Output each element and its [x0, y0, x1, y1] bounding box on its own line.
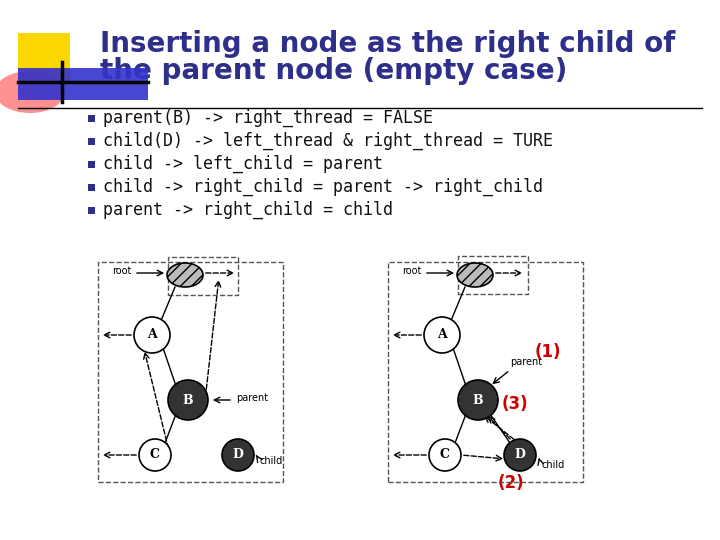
Text: child: child [260, 456, 283, 466]
Text: B: B [473, 394, 483, 407]
Text: A: A [147, 328, 157, 341]
Bar [88, 184, 95, 191]
Text: child(D) -> left_thread & right_thread = TURE: child(D) -> left_thread & right_thread =… [103, 132, 553, 150]
Text: C: C [150, 449, 160, 462]
Text: child -> right_child = parent -> right_child: child -> right_child = parent -> right_c… [103, 178, 543, 196]
Text: C: C [440, 449, 450, 462]
Bar [88, 115, 95, 122]
Ellipse shape [457, 263, 493, 287]
Circle shape [424, 317, 460, 353]
Circle shape [168, 380, 208, 420]
Text: parent -> right_child = child: parent -> right_child = child [103, 201, 393, 219]
Circle shape [222, 439, 254, 471]
Circle shape [139, 439, 171, 471]
Ellipse shape [167, 263, 203, 287]
Text: (2): (2) [498, 474, 525, 492]
Text: parent: parent [236, 393, 268, 403]
Text: the parent node (empty case): the parent node (empty case) [100, 57, 567, 85]
Circle shape [458, 380, 498, 420]
Text: (3): (3) [502, 395, 528, 413]
Bar [18, 68, 148, 100]
Text: B: B [183, 394, 193, 407]
Text: parent(B) -> right_thread = FALSE: parent(B) -> right_thread = FALSE [103, 109, 433, 127]
Text: A: A [437, 328, 447, 341]
Text: D: D [233, 449, 243, 462]
Text: root: root [112, 266, 131, 276]
Text: root: root [402, 266, 421, 276]
Bar [88, 207, 95, 214]
Text: parent: parent [510, 357, 542, 367]
Text: child -> left_child = parent: child -> left_child = parent [103, 155, 383, 173]
Text: Inserting a node as the right child of: Inserting a node as the right child of [100, 30, 675, 58]
Ellipse shape [0, 71, 65, 113]
Circle shape [134, 317, 170, 353]
Bar [18, 33, 70, 85]
Text: child: child [542, 460, 565, 470]
Bar [88, 138, 95, 145]
Text: (1): (1) [535, 343, 562, 361]
Text: D: D [515, 449, 526, 462]
Circle shape [429, 439, 461, 471]
Bar [88, 161, 95, 168]
Circle shape [504, 439, 536, 471]
